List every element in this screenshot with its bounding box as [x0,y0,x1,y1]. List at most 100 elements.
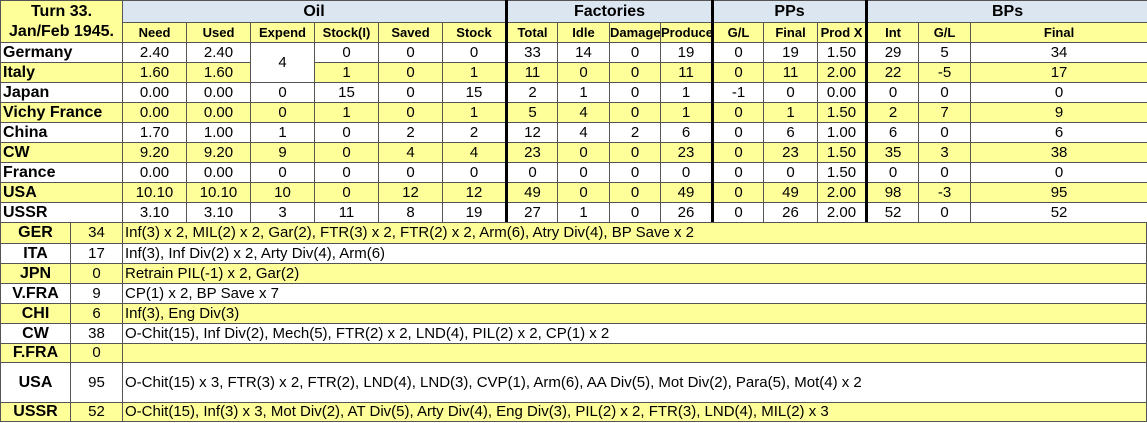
cell-g-l: 3 [918,142,972,163]
build-list-text: Inf(3), Inf Div(2) x 2, Arty Div(4), Arm… [122,243,1147,264]
cell-int: 35 [866,142,920,163]
cell-int: 98 [866,182,920,203]
build-row: CHI 6 Inf(3), Eng Div(3) [0,303,1147,324]
cell-need: 2.40 [122,42,187,63]
column-header-stock-i: Stock(I) [314,22,379,43]
cell-produce: 11 [659,62,715,83]
cell-saved: 0 [378,42,443,63]
cell-g-l: 0 [712,102,765,123]
cell-int: 0 [866,162,920,183]
build-list-text: Inf(3) x 2, MIL(2) x 2, Gar(2), FTR(3) x… [122,222,1147,244]
cell-damage: 0 [609,102,661,123]
cell-saved: 0 [378,162,443,183]
build-country-code: JPN [0,263,71,284]
column-header-stock: Stock [442,22,508,43]
cell-idle: 4 [557,122,610,143]
cell-g-l: 7 [918,102,972,123]
column-header-prod-x: Prod X [817,22,869,43]
cell-produce: 0 [659,162,715,183]
build-bp-total: 9 [70,283,123,304]
cell-int: 6 [866,122,920,143]
cell-damage: 2 [609,122,661,143]
cell-used: 9.20 [186,142,251,163]
cell-stock-i: 0 [314,182,379,203]
cell-damage: 0 [609,162,661,183]
cell-int: 22 [866,62,920,83]
build-bp-total: 6 [70,303,123,324]
cell-g-l: -1 [712,82,765,103]
build-country-code: USSR [0,402,71,422]
cell-g-l: 0 [712,162,765,183]
table-row: China 1.70 1.00 1 0 2 2 12 4 2 6 0 6 1.00 6 0 6 [0,122,1147,143]
cell-final: 1 [763,102,819,123]
cell-expend: 3 [250,202,315,223]
cell-prod-x: 2.00 [817,62,869,83]
build-list-text: Retrain PIL(-1) x 2, Gar(2) [122,263,1147,284]
cell-used: 1.60 [186,62,251,83]
country-name: Vichy France [0,102,123,123]
cell-used: 10.10 [186,182,251,203]
cell-idle: 14 [557,42,610,63]
cell-final: 0 [763,82,819,103]
column-header-need: Need [122,22,187,43]
cell-final: 6 [763,122,819,143]
group-header-oil: Oil [122,0,508,23]
cell-need: 1.60 [122,62,187,83]
cell-final: 17 [970,62,1147,83]
cell-produce: 26 [659,202,715,223]
build-row: JPN 0 Retrain PIL(-1) x 2, Gar(2) [0,263,1147,284]
cell-total: 0 [506,162,558,183]
column-header-g-l: G/L [918,22,972,43]
cell-prod-x: 1.50 [817,102,869,123]
cell-final: 9 [970,102,1147,123]
cell-produce: 6 [659,122,715,143]
cell-saved: 0 [378,62,443,83]
build-row: CW 38 O-Chit(15), Inf Div(2), Mech(5), FTR… [0,323,1147,344]
cell-total: 11 [506,62,558,83]
cell-final: 34 [970,42,1147,63]
cell-g-l: 0 [712,122,765,143]
cell-used: 0.00 [186,162,251,183]
country-name: USSR [0,202,123,223]
production-summary-table: Turn 33. Jan/Feb 1945. Oil Factories PPs… [0,0,1147,223]
cell-idle: 4 [557,102,610,123]
cell-stock: 4 [442,142,508,163]
cell-g-l: 0 [918,162,972,183]
build-bp-total: 17 [70,243,123,264]
column-header-g-l: G/L [712,22,765,43]
cell-produce: 1 [659,82,715,103]
cell-final: 23 [763,142,819,163]
country-name: Japan [0,82,123,103]
cell-idle: 1 [557,82,610,103]
cell-used: 0.00 [186,102,251,123]
build-list-table: GER 34 Inf(3) x 2, MIL(2) x 2, Gar(2), FTR… [0,222,1147,422]
column-header-damage: Damage [609,22,661,43]
cell-prod-x: 1.00 [817,122,869,143]
cell-produce: 1 [659,102,715,123]
table-row: France 0.00 0.00 0 0 0 0 0 0 0 0 0 0 1.50 0 0 0 [0,162,1147,183]
cell-used: 2.40 [186,42,251,63]
cell-saved: 2 [378,122,443,143]
cell-prod-x: 1.50 [817,142,869,163]
build-bp-total: 52 [70,402,123,422]
cell-stock: 0 [442,42,508,63]
table-row: Germany 2.40 2.40 4 0 0 0 33 14 0 19 0 19 1.50 29 5 34 [0,42,1147,83]
cell-damage: 0 [609,182,661,203]
cell-need: 3.10 [122,202,187,223]
cell-final: 26 [763,202,819,223]
group-header-bps: BPs [866,0,1147,23]
cell-g-l: 0 [712,182,765,203]
build-list-text: Inf(3), Eng Div(3) [122,303,1147,324]
build-list-text: O-Chit(15) x 3, FTR(3) x 2, FTR(2), LND(… [122,362,1147,403]
cell-expend: 1 [250,122,315,143]
cell-saved: 4 [378,142,443,163]
build-list-text: CP(1) x 2, BP Save x 7 [122,283,1147,304]
column-header-int: Int [866,22,920,43]
cell-expend: 10 [250,182,315,203]
build-bp-total: 38 [70,323,123,344]
build-country-code: GER [0,222,71,244]
build-country-code: CHI [0,303,71,324]
cell-stock-i: 0 [314,162,379,183]
turn-number: Turn 33. [30,2,93,20]
cell-stock: 0 [442,162,508,183]
